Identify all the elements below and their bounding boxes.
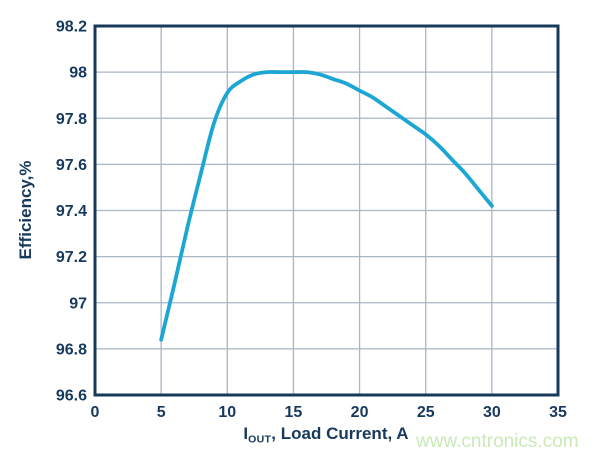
y-tick-label: 97 <box>69 295 87 312</box>
x-tick-label: 10 <box>218 404 236 421</box>
x-axis-title-subscript: OUT <box>248 433 272 446</box>
x-axis-title-rest: , Load Current, A <box>271 424 409 443</box>
x-tick-label: 30 <box>483 404 501 421</box>
x-axis-title: IOUT, Load Current, A <box>243 424 408 446</box>
watermark-text: www.cntronics.com <box>416 431 579 452</box>
x-tick-label: 15 <box>285 404 303 421</box>
y-tick-label: 97.8 <box>56 111 87 128</box>
x-tick-label: 20 <box>351 404 369 421</box>
y-tick-label: 96.8 <box>56 341 87 358</box>
y-tick-label: 96.6 <box>56 388 87 405</box>
x-tick-label: 35 <box>549 404 567 421</box>
y-tick-label: 97.6 <box>56 157 87 174</box>
y-tick-label: 97.2 <box>56 249 87 266</box>
x-axis-title-symbol: I <box>243 424 249 443</box>
efficiency-curve <box>159 70 494 342</box>
y-tick-label: 98.2 <box>56 19 87 36</box>
plot-frame <box>93 24 560 397</box>
x-tick-label: 0 <box>91 404 100 421</box>
y-tick-label: 97.4 <box>56 203 87 220</box>
x-tick-label: 25 <box>417 404 435 421</box>
y-tick-label: 98 <box>69 65 87 82</box>
y-axis-title: Efficiency,% <box>16 160 35 260</box>
x-tick-label: 5 <box>157 404 166 421</box>
